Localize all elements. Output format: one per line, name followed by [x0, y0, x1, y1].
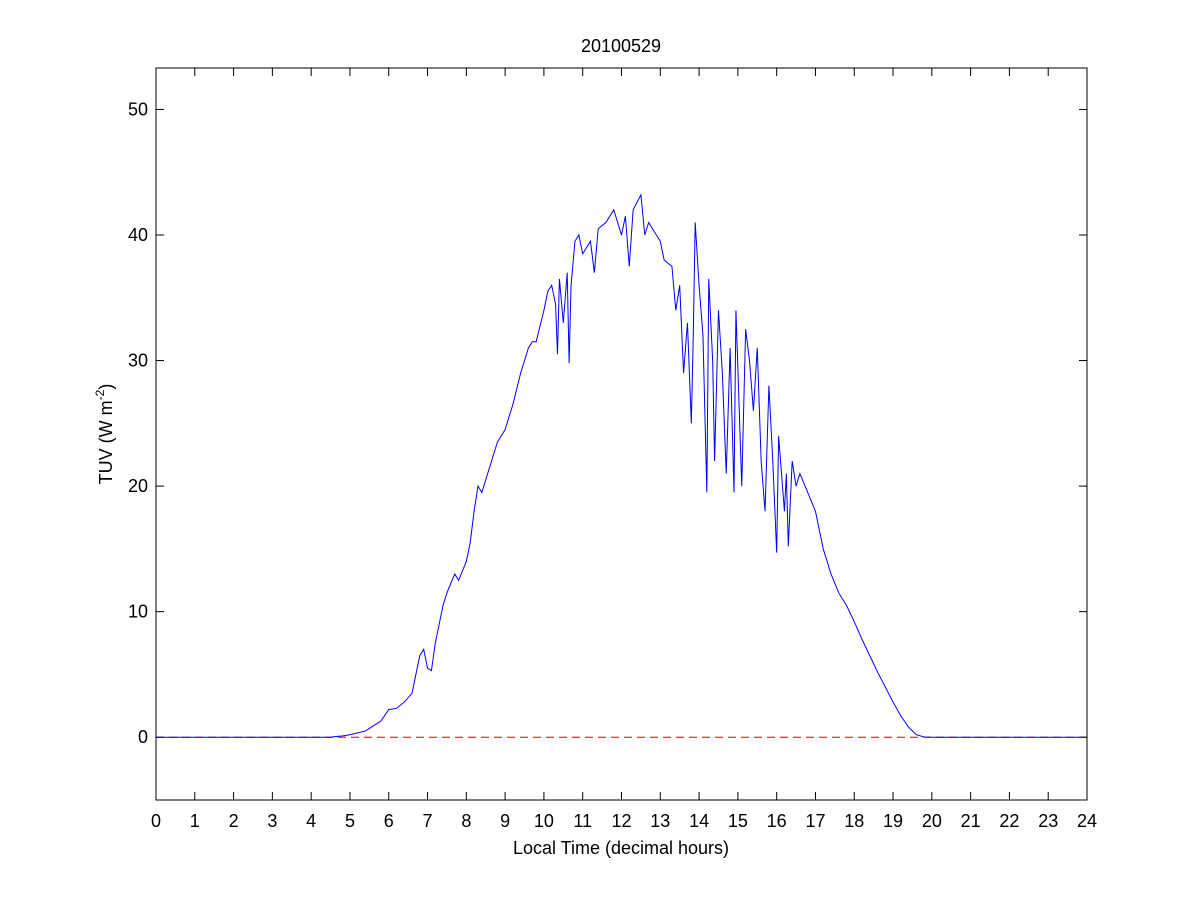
data-line: [156, 193, 1087, 738]
x-tick-label: 8: [461, 811, 471, 831]
y-tick-label: 20: [128, 476, 148, 496]
y-tick-label: 50: [128, 99, 148, 119]
x-tick-label: 16: [767, 811, 787, 831]
y-axis-label: TUV (W m-2): [93, 384, 116, 485]
y-tick-label: 10: [128, 602, 148, 622]
chart-title: 20100529: [581, 36, 661, 56]
y-label-sup: -2: [93, 389, 107, 400]
x-tick-label: 12: [611, 811, 631, 831]
x-tick-label: 18: [844, 811, 864, 831]
x-tick-label: 3: [267, 811, 277, 831]
axes-box: [155, 67, 1088, 801]
x-tick-label: 15: [728, 811, 748, 831]
x-tick-label: 21: [961, 811, 981, 831]
x-tick-label: 9: [500, 811, 510, 831]
y-tick-label: 40: [128, 225, 148, 245]
x-tick-label: 10: [534, 811, 554, 831]
x-tick-label: 14: [689, 811, 709, 831]
x-tick-label: 24: [1077, 811, 1097, 831]
x-tick-label: 17: [805, 811, 825, 831]
y-tick-label: 30: [128, 351, 148, 371]
x-tick-label: 2: [229, 811, 239, 831]
x-tick-label: 7: [423, 811, 433, 831]
x-tick-label: 19: [883, 811, 903, 831]
x-tick-label: 4: [306, 811, 316, 831]
y-label-main: TUV (W m: [96, 400, 116, 484]
x-tick-label: 23: [1038, 811, 1058, 831]
x-tick-label: 0: [151, 811, 161, 831]
x-tick-label: 11: [573, 811, 592, 831]
x-tick-label: 22: [999, 811, 1019, 831]
x-tick-label: 13: [650, 811, 670, 831]
y-label-end: ): [96, 384, 116, 390]
x-axis-label: Local Time (decimal hours): [513, 838, 729, 858]
x-tick-label: 5: [345, 811, 355, 831]
x-tick-label: 20: [922, 811, 942, 831]
y-tick-label: 0: [138, 727, 148, 747]
x-tick-label: 1: [190, 811, 200, 831]
x-tick-label: 6: [384, 811, 394, 831]
